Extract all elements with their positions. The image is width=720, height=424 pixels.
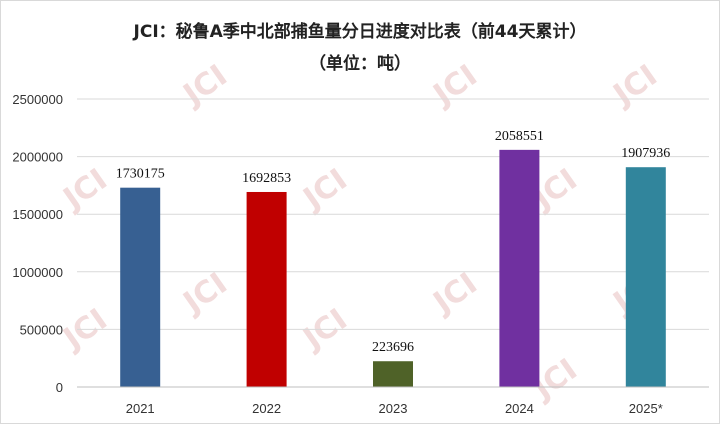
watermark-text: JCI [56,162,114,217]
x-tick-label: 2021 [126,401,155,416]
bar [373,361,413,387]
data-label: 1692853 [242,171,291,186]
data-label: 1730175 [116,167,165,182]
y-tick-label: 1500000 [12,207,63,222]
x-tick-label: 2025* [629,401,663,416]
watermark-text: JCI [426,58,484,113]
bar [499,149,540,387]
y-tick-label: 2000000 [12,150,63,165]
watermark-text: JCI [426,266,484,321]
bar [625,167,666,387]
bar [120,187,161,387]
chart-subtitle: （单位：吨） [309,54,411,74]
watermark-text: JCI [176,266,234,321]
x-tick-label: 2023 [379,401,408,416]
chart-title: JCI：秘鲁A季中北部捕鱼量分日进度对比表（前44天累计） [133,22,587,42]
data-label: 1907936 [621,146,670,161]
x-tick-label: 2022 [252,401,281,416]
data-label: 223696 [372,340,414,355]
data-label: 2058551 [495,129,544,144]
watermark-text: JCI [176,58,234,113]
y-tick-label: 1000000 [12,265,63,280]
bar [246,191,287,387]
y-tick-label: 500000 [20,322,63,337]
watermark-text: JCI [296,162,354,217]
y-tick-label: 0 [56,380,63,395]
watermark-text: JCI [606,58,664,113]
x-tick-label: 2024 [505,401,534,416]
y-tick-label: 2500000 [12,92,63,107]
